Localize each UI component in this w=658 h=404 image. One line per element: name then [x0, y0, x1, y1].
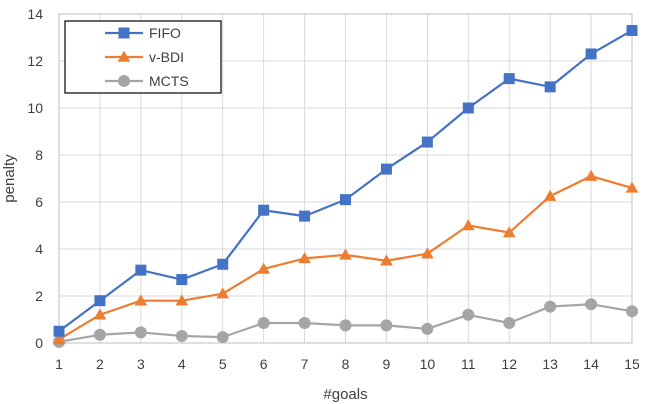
data-point-circle — [134, 326, 147, 339]
data-point-circle — [298, 317, 311, 330]
legend-label: MCTS — [149, 73, 189, 89]
x-tick-label: 15 — [624, 356, 640, 372]
x-tick-label: 5 — [219, 356, 227, 372]
x-tick-label: 13 — [542, 356, 558, 372]
plot-area-frame — [58, 13, 633, 344]
legend-label: FIFO — [149, 25, 181, 41]
x-tick-label: 9 — [383, 356, 391, 372]
x-tick-label: 6 — [260, 356, 268, 372]
data-point-circle — [585, 298, 598, 311]
x-tick-labels: 1 2 3 4 5 6 7 8 9 10 11 12 13 14 15 — [55, 356, 640, 372]
y-tick-label: 6 — [35, 194, 43, 210]
series-mcts — [53, 298, 638, 348]
data-point-circle — [421, 322, 434, 335]
series-v-bdi — [52, 169, 639, 345]
y-tick-labels: 0 2 4 6 8 10 12 14 — [27, 6, 43, 351]
data-point-triangle — [502, 226, 516, 238]
data-point-triangle — [625, 181, 639, 193]
data-point-circle — [503, 317, 516, 330]
x-tick-label: 11 — [461, 356, 476, 372]
series-layer — [52, 24, 639, 348]
data-point-square — [544, 81, 556, 93]
x-tick-label: 4 — [178, 356, 186, 372]
data-point-circle — [118, 75, 130, 87]
legend: FIFO v-BDI MCTS — [64, 20, 222, 94]
data-point-square — [626, 24, 638, 36]
y-tick-label: 8 — [35, 147, 43, 163]
data-point-triangle — [52, 333, 66, 345]
data-point-square — [53, 325, 65, 337]
data-point-triangle — [298, 252, 311, 264]
series-fifo — [53, 24, 638, 337]
x-tick-label: 12 — [501, 356, 517, 372]
y-tick-label: 0 — [35, 335, 43, 351]
data-point-square — [421, 136, 433, 148]
data-point-square — [380, 163, 392, 175]
x-tick-label: 10 — [420, 356, 436, 372]
data-point-square — [176, 274, 188, 286]
x-tick-label: 8 — [342, 356, 350, 372]
y-tick-label: 12 — [27, 53, 43, 69]
data-point-triangle — [117, 50, 131, 62]
y-tick-label: 14 — [27, 6, 43, 22]
data-point-circle — [216, 331, 229, 344]
data-point-square — [585, 48, 597, 60]
data-point-triangle — [93, 308, 107, 320]
data-point-square — [299, 210, 311, 222]
data-point-triangle — [257, 262, 270, 274]
legend-item: MCTS — [105, 73, 189, 89]
data-point-triangle — [216, 287, 230, 299]
y-tick-label: 4 — [35, 241, 43, 257]
y-tick-label: 2 — [35, 288, 43, 304]
data-point-triangle — [461, 219, 475, 231]
x-tick-label: 3 — [137, 356, 145, 372]
data-point-circle — [257, 317, 270, 330]
x-tick-label: 2 — [96, 356, 104, 372]
data-point-square — [94, 295, 106, 307]
data-point-circle — [544, 300, 557, 313]
data-point-circle — [626, 305, 638, 318]
data-point-square — [118, 27, 130, 39]
legend-label: v-BDI — [149, 49, 184, 65]
data-point-square — [340, 194, 351, 206]
x-axis-title: #goals — [323, 386, 367, 403]
data-point-square — [135, 264, 147, 276]
data-point-circle — [380, 319, 393, 332]
data-point-square — [462, 102, 474, 114]
x-tick-label: 1 — [55, 356, 63, 372]
data-point-triangle — [421, 247, 434, 259]
data-point-triangle — [584, 169, 598, 181]
legend-item: FIFO — [105, 25, 181, 41]
data-point-triangle — [175, 294, 189, 306]
data-point-triangle — [380, 254, 393, 266]
data-point-square — [503, 73, 515, 85]
x-tick-label: 14 — [583, 356, 599, 372]
data-point-circle — [339, 319, 352, 332]
data-point-circle — [175, 329, 188, 342]
x-tick-label: 7 — [301, 356, 309, 372]
y-tick-label: 10 — [27, 100, 43, 116]
legend-item: v-BDI — [105, 49, 184, 65]
data-point-circle — [462, 308, 475, 321]
data-point-triangle — [339, 248, 352, 260]
data-point-triangle — [134, 294, 148, 306]
y-axis-title: penalty — [1, 154, 18, 203]
data-point-circle — [93, 328, 106, 341]
data-point-square — [258, 204, 270, 216]
data-point-triangle — [543, 189, 557, 201]
data-point-square — [217, 258, 229, 270]
